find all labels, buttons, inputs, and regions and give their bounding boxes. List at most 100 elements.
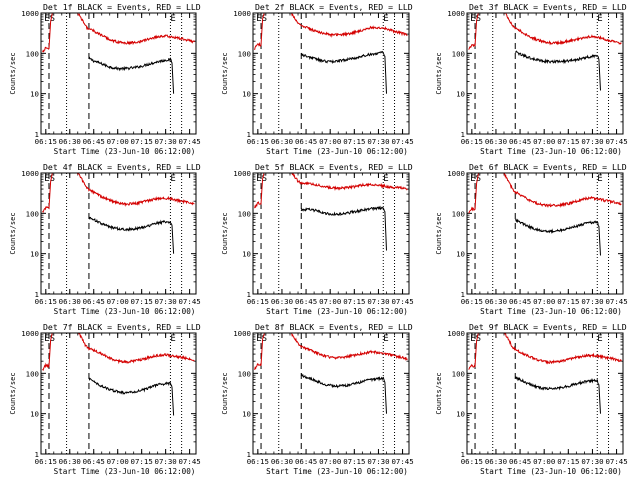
plot-frame bbox=[466, 12, 624, 135]
trace-group bbox=[42, 173, 195, 254]
x-tick-label: 07:45 bbox=[391, 457, 413, 466]
x-tick-label: 06:15 bbox=[35, 137, 57, 146]
y-tick-label: 1 bbox=[461, 450, 465, 459]
y-tick-label: 10 bbox=[456, 90, 465, 99]
x-tick-label: 06:15 bbox=[247, 457, 269, 466]
x-tick-label: 06:45 bbox=[83, 457, 105, 466]
y-tick-label: 10 bbox=[242, 250, 251, 259]
panel-title: Det 8f BLACK = Events, RED = LLD bbox=[255, 322, 413, 332]
marker-label: E bbox=[170, 174, 175, 184]
trace-events bbox=[88, 216, 175, 254]
panel-title: Det 6f BLACK = Events, RED = LLD bbox=[469, 162, 627, 172]
y-tick-label: 10 bbox=[30, 90, 39, 99]
x-tick-label: 07:15 bbox=[131, 457, 153, 466]
marker-label: ES bbox=[44, 14, 55, 24]
x-tick-label: 07:45 bbox=[178, 297, 200, 306]
x-tick-label: 07:15 bbox=[557, 297, 579, 306]
x-tick-label: 07:00 bbox=[319, 457, 341, 466]
x-tick-label: 07:00 bbox=[107, 297, 129, 306]
x-tick-label: 07:15 bbox=[343, 457, 365, 466]
marker-label: ES bbox=[256, 14, 267, 24]
y-tick-label: 100 bbox=[26, 369, 39, 378]
x-axis-label: Start Time (23-Jun-10 06:12:00) bbox=[480, 147, 622, 156]
x-tick-label: 07:30 bbox=[155, 137, 177, 146]
marker-label: ES bbox=[256, 174, 267, 184]
y-tick-label: 10 bbox=[242, 90, 251, 99]
marker-label: E bbox=[383, 14, 388, 24]
panel-det-2: Det 2f BLACK = Events, RED = LLD Counts/s… bbox=[221, 2, 414, 156]
marker-label: ES bbox=[44, 334, 55, 344]
y-tick-label: 1 bbox=[247, 290, 251, 299]
panel-det-4: Det 4f BLACK = Events, RED = LLD Counts/s… bbox=[9, 162, 201, 316]
trace-events bbox=[88, 377, 175, 416]
panel-title: Det 3f BLACK = Events, RED = LLD bbox=[469, 2, 627, 12]
x-tick-label: 06:15 bbox=[461, 297, 483, 306]
x-axis-label: Start Time (23-Jun-10 06:12:00) bbox=[54, 307, 196, 316]
plot-frame bbox=[252, 332, 410, 455]
trace-lld bbox=[254, 173, 408, 209]
x-tick-label: 07:30 bbox=[581, 457, 603, 466]
trace-lld bbox=[254, 13, 408, 51]
y-tick-label: 100 bbox=[452, 209, 465, 218]
x-tick-label: 06:30 bbox=[485, 297, 507, 306]
y-tick-label: 10 bbox=[30, 410, 39, 419]
y-tick-label: 10 bbox=[456, 250, 465, 259]
x-tick-label: 06:45 bbox=[295, 457, 317, 466]
plot-frame bbox=[40, 332, 197, 455]
y-tick-label: 1000 bbox=[21, 9, 39, 18]
plot-frame bbox=[40, 12, 197, 135]
marker-label: E bbox=[383, 334, 388, 344]
y-axis-label: Counts/sec bbox=[9, 52, 17, 94]
trace-group bbox=[468, 173, 622, 256]
trace-events bbox=[514, 50, 601, 91]
marker-label: E bbox=[383, 174, 388, 184]
x-axis-label: Start Time (23-Jun-10 06:12:00) bbox=[54, 467, 196, 476]
x-tick-label: 06:30 bbox=[271, 137, 293, 146]
x-tick-label: 07:15 bbox=[131, 297, 153, 306]
x-axis-label: Start Time (23-Jun-10 06:12:00) bbox=[266, 467, 408, 476]
x-tick-label: 07:15 bbox=[557, 457, 579, 466]
panel-det-6: Det 6f BLACK = Events, RED = LLD Counts/s… bbox=[435, 162, 628, 316]
marker-label: E bbox=[170, 334, 175, 344]
trace-group bbox=[254, 173, 408, 251]
panel-title: Det 9f BLACK = Events, RED = LLD bbox=[469, 322, 627, 332]
x-tick-label: 06:15 bbox=[247, 137, 269, 146]
x-tick-label: 06:15 bbox=[461, 137, 483, 146]
marker-label: E bbox=[170, 14, 175, 24]
marker-label: E bbox=[597, 334, 602, 344]
x-tick-label: 06:15 bbox=[35, 297, 57, 306]
y-tick-label: 100 bbox=[452, 369, 465, 378]
y-axis-label: Counts/sec bbox=[435, 372, 443, 414]
x-tick-label: 07:30 bbox=[367, 457, 389, 466]
y-axis-label: Counts/sec bbox=[221, 372, 229, 414]
x-axis-label: Start Time (23-Jun-10 06:12:00) bbox=[54, 147, 196, 156]
marker-label: E bbox=[597, 174, 602, 184]
trace-events bbox=[88, 56, 175, 94]
x-tick-label: 07:45 bbox=[391, 137, 413, 146]
x-tick-label: 07:30 bbox=[367, 137, 389, 146]
y-axis-label: Counts/sec bbox=[435, 52, 443, 94]
x-tick-label: 06:30 bbox=[59, 297, 81, 306]
plot-frame bbox=[252, 172, 410, 295]
panel-title: Det 7f BLACK = Events, RED = LLD bbox=[43, 322, 201, 332]
y-tick-label: 10 bbox=[456, 410, 465, 419]
panel-det-8: Det 8f BLACK = Events, RED = LLD Counts/s… bbox=[221, 322, 414, 476]
y-tick-label: 1000 bbox=[21, 329, 39, 338]
x-tick-label: 07:15 bbox=[343, 297, 365, 306]
x-tick-label: 07:00 bbox=[319, 297, 341, 306]
panel-det-5: Det 5f BLACK = Events, RED = LLD Counts/s… bbox=[221, 162, 414, 316]
marker-label: ES bbox=[44, 174, 55, 184]
x-tick-label: 07:45 bbox=[605, 457, 627, 466]
y-tick-label: 1 bbox=[35, 450, 39, 459]
panel-det-3: Det 3f BLACK = Events, RED = LLD Counts/s… bbox=[435, 2, 628, 156]
y-tick-label: 100 bbox=[452, 49, 465, 58]
trace-lld bbox=[42, 13, 195, 53]
x-tick-label: 06:45 bbox=[295, 297, 317, 306]
trace-events bbox=[514, 376, 601, 414]
x-tick-label: 07:45 bbox=[391, 297, 413, 306]
y-tick-label: 100 bbox=[238, 369, 251, 378]
x-tick-label: 06:30 bbox=[271, 457, 293, 466]
x-tick-label: 07:00 bbox=[107, 457, 129, 466]
x-tick-label: 06:45 bbox=[83, 297, 105, 306]
x-tick-label: 07:00 bbox=[107, 137, 129, 146]
